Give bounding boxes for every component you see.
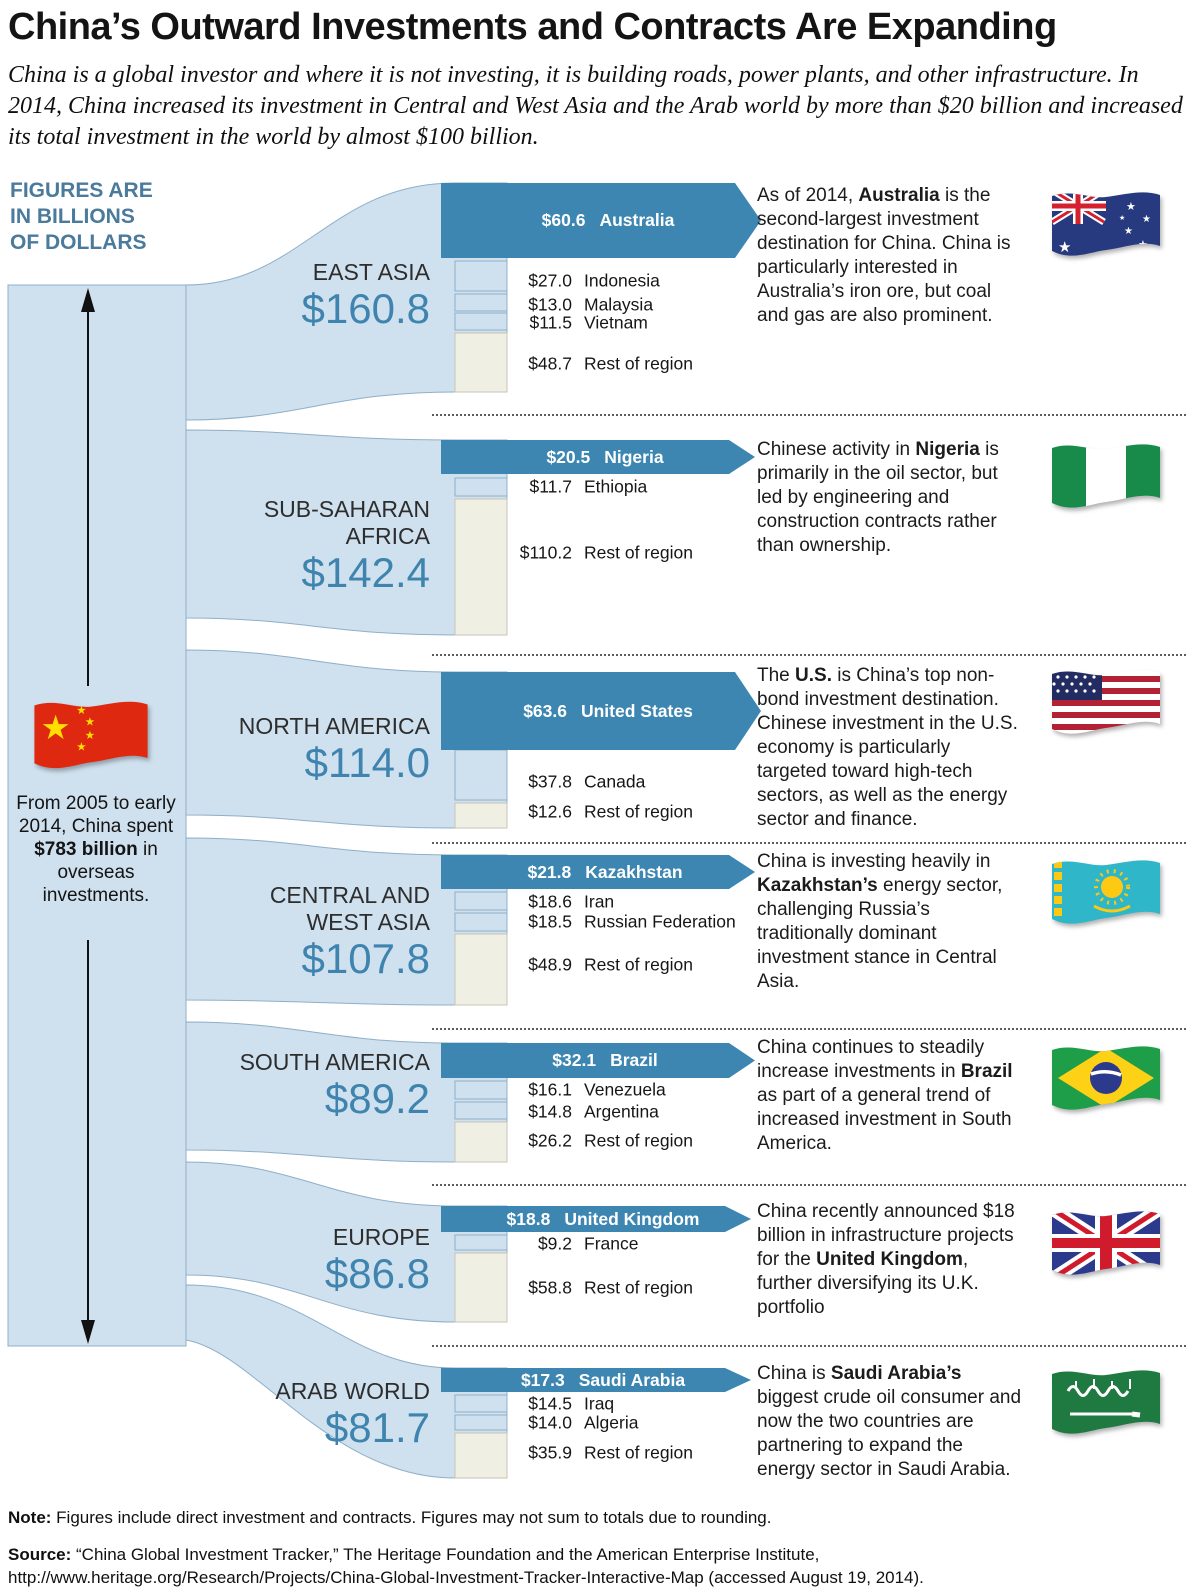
svg-text:★: ★	[85, 717, 95, 729]
origin-total-text: From 2005 to early 2014, China spent $78…	[16, 793, 176, 906]
united-states-flag-icon	[1052, 670, 1160, 734]
top-country-name: United Kingdom	[564, 1208, 700, 1229]
top-country-band-united-states: $63.6 United States	[441, 672, 761, 750]
region-description: As of 2014, Australia is the second-larg…	[757, 185, 1011, 326]
svg-text:★: ★	[41, 710, 71, 747]
svg-text:★: ★	[85, 730, 95, 742]
region-total: $89.2	[324, 1075, 430, 1122]
top-country-value: $20.5	[546, 446, 591, 467]
region-total: $107.8	[301, 935, 430, 982]
top-country-value: $17.3	[520, 1369, 565, 1390]
rest-of-region-row: $48.9 Rest of region	[528, 954, 693, 975]
top-country-band-united-kingdom: $18.8 United Kingdom	[441, 1206, 751, 1232]
region-label-africa: SUB-SAHARAN AFRICA $142.4	[263, 496, 430, 596]
top-country-band-australia: $60.6 Australia	[441, 183, 761, 258]
dotted-separator	[432, 654, 1186, 656]
region-total: $114.0	[304, 739, 430, 786]
country-row: $14.0 Algeria	[528, 1412, 639, 1433]
region-total: $81.7	[324, 1404, 430, 1451]
rest-of-region-row: $26.2 Rest of region	[528, 1130, 693, 1151]
region-total: $160.8	[301, 285, 430, 332]
top-country-band-brazil: $32.1 Brazil	[441, 1043, 755, 1078]
country-row: $14.5 Iraq	[528, 1393, 615, 1414]
top-country-band-nigeria: $20.5 Nigeria	[441, 440, 755, 474]
origin-column	[7, 284, 187, 1347]
svg-text:★: ★	[1142, 214, 1151, 225]
top-country-value: $18.8	[506, 1208, 551, 1229]
dotted-separator	[432, 1345, 1186, 1347]
country-row: $18.6 Iran	[528, 891, 615, 912]
china-flag-icon: ★ ★ ★ ★ ★	[34, 701, 148, 769]
svg-text:★: ★	[1058, 239, 1071, 256]
svg-text:★: ★	[1138, 239, 1148, 251]
country-row: $37.8 Canada	[528, 771, 646, 792]
region-label-arab-world: ARAB WORLD $81.7	[275, 1378, 430, 1451]
brazil-flag-icon	[1052, 1046, 1160, 1110]
dotted-separator	[432, 1028, 1186, 1030]
svg-text:★: ★	[76, 742, 86, 754]
country-row: $18.5 Russian Federation	[528, 911, 736, 932]
note-text: Note: Figures include direct investment …	[8, 1508, 772, 1527]
nigeria-flag-icon	[1052, 444, 1160, 508]
top-country-value: $60.6	[541, 210, 586, 230]
top-country-name: United States	[580, 700, 693, 721]
region-label-east-asia: EAST ASIA $160.8	[301, 259, 430, 332]
units-note: FIGURES ARE IN BILLIONS OF DOLLARS	[10, 179, 153, 254]
top-country-name: Brazil	[610, 1050, 658, 1070]
rest-of-region-row: $58.8 Rest of region	[528, 1277, 693, 1298]
page-subtitle: China is a global investor and where it …	[8, 62, 1183, 150]
country-row: $11.7 Ethiopia	[529, 476, 648, 497]
dotted-separator	[432, 842, 1186, 844]
region-description: China continues to steadily increase inv…	[757, 1037, 1013, 1154]
country-row: $14.8 Argentina	[528, 1101, 659, 1122]
region-label-south-america: SOUTH AMERICA $89.2	[239, 1049, 430, 1122]
rest-of-region-row: $48.7 Rest of region	[528, 353, 693, 374]
svg-text:★: ★	[1124, 226, 1133, 237]
australia-flag-icon: ★ ★ ★ ★ ★ ★	[1052, 192, 1160, 256]
region-description: China is investing heavily in Kazakhstan…	[757, 851, 1003, 992]
region-description: Chinese activity in Nigeria is primarily…	[757, 439, 999, 556]
united-kingdom-flag-icon	[1052, 1211, 1160, 1275]
top-country-band-kazakhstan: $21.8 Kazakhstan	[441, 855, 755, 889]
region-label-europe: EUROPE $86.8	[324, 1224, 430, 1297]
top-country-value: $63.6	[523, 700, 567, 721]
top-country-name: Saudi Arabia	[578, 1369, 686, 1390]
svg-text:★: ★	[1126, 201, 1136, 213]
region-description: China recently announced $18 billion in …	[757, 1201, 1015, 1318]
rest-of-region-row: $35.9 Rest of region	[528, 1442, 693, 1463]
region-description: The U.S. is China’s top non-bond investm…	[757, 665, 1018, 830]
source-url: http://www.heritage.org/Research/Project…	[8, 1568, 924, 1587]
region-description: China is Saudi Arabia’s biggest crude oi…	[757, 1363, 1022, 1480]
rest-of-region-row: $110.2 Rest of region	[519, 542, 693, 563]
country-row: $13.0 Malaysia	[528, 294, 654, 315]
top-country-value: $32.1	[552, 1050, 597, 1070]
region-total: $142.4	[301, 549, 430, 596]
saudi-arabia-flag-icon	[1052, 1370, 1160, 1434]
kazakhstan-flag-icon	[1052, 860, 1160, 924]
svg-text:★: ★	[76, 705, 86, 717]
source-text: Source: “China Global Investment Tracker…	[8, 1543, 1188, 1589]
country-row: $27.0 Indonesia	[528, 270, 660, 291]
top-country-name: Australia	[599, 210, 675, 230]
dotted-separator	[432, 1184, 1186, 1186]
rest-of-region-row: $12.6 Rest of region	[528, 801, 693, 822]
country-row: $11.5 Vietnam	[529, 312, 648, 333]
total-range-arrow	[81, 288, 95, 1344]
dotted-separator	[432, 414, 1186, 416]
svg-text:★: ★	[1119, 214, 1125, 222]
region-label-north-america: NORTH AMERICA $114.0	[238, 713, 430, 786]
top-country-value: $21.8	[527, 861, 572, 882]
country-row: $16.1 Venezuela	[528, 1079, 666, 1100]
top-country-name: Nigeria	[604, 446, 664, 467]
top-country-band-saudi-arabia: $17.3 Saudi Arabia	[441, 1368, 751, 1392]
country-row: $9.2 France	[537, 1233, 639, 1254]
top-country-name: Kazakhstan	[585, 861, 683, 882]
page-title: China’s Outward Investments and Contract…	[8, 6, 1057, 48]
region-total: $86.8	[324, 1250, 430, 1297]
region-label-central-west-asia: CENTRAL AND WEST ASIA $107.8	[269, 882, 430, 982]
